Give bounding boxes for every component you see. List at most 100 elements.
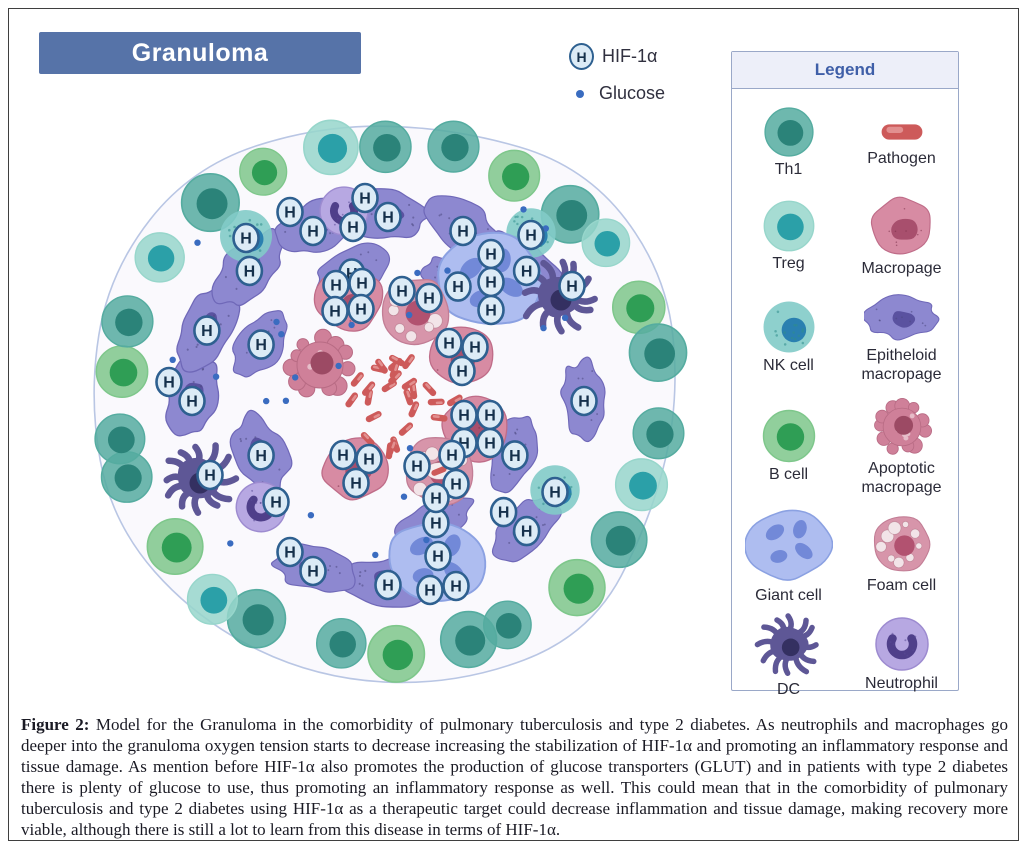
hif1a-badge: H [415, 282, 443, 314]
svg-text:H: H [329, 304, 341, 321]
legend-grid: Th1 Pathogen Treg Macropage NK cell Epitheloi… [732, 89, 958, 703]
hif1a-badge: H [196, 459, 224, 491]
glucose-dot [348, 321, 355, 329]
hif1a-badge: H [299, 555, 327, 587]
pathogen-rod [409, 382, 418, 400]
apoptotic-cell [282, 328, 356, 398]
pathogen-rod [447, 394, 463, 407]
legend-item-nk-cell: NK cell [732, 285, 845, 391]
svg-text:H: H [382, 578, 394, 595]
svg-text:H: H [423, 291, 435, 308]
hif1a-badge: H [339, 211, 367, 243]
legend-item-label: NK cell [763, 357, 814, 375]
legend-item-label: Macropage [861, 260, 942, 278]
neutrophil-icon [874, 617, 929, 672]
svg-text:H: H [525, 228, 537, 245]
pathogen-icon [881, 124, 922, 140]
svg-text:H: H [284, 205, 296, 222]
pathogen-rod [403, 388, 414, 406]
svg-text:H: H [430, 516, 442, 533]
legend-item-pathogen: Pathogen [845, 97, 958, 189]
granuloma-title-banner: Granuloma [39, 32, 361, 74]
pathogen-rod [430, 413, 448, 422]
banner-title: Granuloma [131, 38, 269, 67]
hif1a-badge: H [442, 570, 470, 602]
svg-text:H: H [330, 278, 342, 295]
hif1a-badge: H [403, 450, 431, 482]
hif1a-key-label: HIF-1α [602, 46, 658, 66]
hif1a-badge: H [416, 574, 444, 606]
giant-icon [744, 509, 833, 582]
glucose-dot [414, 269, 421, 277]
svg-text:H: H [484, 408, 496, 425]
svg-text:H: H [432, 549, 444, 566]
svg-text:H: H [355, 302, 367, 319]
legend-item-macropage: Macropage [845, 189, 958, 285]
glucose-dot [335, 362, 342, 370]
svg-text:H: H [396, 284, 408, 301]
svg-text:H: H [356, 276, 368, 293]
bcell-cell [239, 147, 288, 196]
th1-cell [100, 451, 153, 503]
glucose-dot [292, 374, 299, 381]
hif1a-badge: H [348, 267, 376, 299]
glucose-key-row: Glucose [569, 83, 665, 104]
svg-text:H: H [163, 375, 175, 392]
svg-text:H: H [485, 247, 497, 264]
hif1a-badge: H [374, 569, 402, 601]
hif1a-badge: H [322, 269, 350, 301]
legend-item-dc: DC [732, 607, 845, 703]
legend-item-epitheloid-macropage: Epitheloid macropage [845, 285, 958, 391]
legend-item-label: Foam cell [866, 577, 937, 595]
glucose-dot [212, 373, 220, 380]
pathogen-rod [345, 392, 359, 408]
svg-text:H: H [240, 231, 252, 248]
pathogen-rod [388, 370, 402, 385]
hif1a-badge: H [476, 427, 504, 459]
legend-item-label: B cell [768, 466, 809, 484]
glucose-dot [263, 397, 270, 405]
hif1a-badge: H [342, 467, 370, 499]
legend-item-label: Epitheloid macropage [861, 347, 942, 383]
hif1a-badge: H [262, 486, 290, 518]
pathogen-rod [365, 410, 382, 423]
epitheloid-icon [863, 294, 939, 341]
svg-text:H: H [359, 191, 371, 208]
bcell-cell [367, 624, 426, 683]
hif1a-badge: H [477, 294, 505, 326]
symbol-key: H HIF-1α Glucose [569, 43, 665, 104]
hif1a-badge: H [232, 222, 260, 254]
bcell-cell [548, 558, 606, 617]
hif1a-badge: H [355, 443, 383, 475]
legend-item-treg: Treg [732, 189, 845, 285]
hif1a-badge: H [449, 215, 477, 247]
hif1a-badge: H [489, 496, 518, 528]
pathogen-rod [389, 361, 400, 379]
hif1a-badge: H [299, 215, 327, 247]
macrophage-icon [870, 196, 931, 255]
legend-item-apoptotic-macropage: Apoptotic macropage [845, 391, 958, 503]
hif1a-badge: H [235, 255, 264, 287]
pathogen-rod [361, 381, 376, 396]
svg-text:H: H [549, 485, 561, 502]
svg-text:H: H [363, 452, 375, 469]
pathogen-rod [386, 439, 397, 456]
bcell-icon [762, 410, 815, 463]
legend-item-label: Apoptotic macropage [861, 460, 942, 496]
glucose-dot [169, 356, 176, 363]
th1-cell [359, 120, 412, 174]
hif1a-badge: H [570, 385, 598, 417]
svg-text:H: H [452, 279, 464, 296]
legend-header: Legend [732, 52, 958, 89]
hif1a-badge: H [517, 219, 545, 251]
hif1a-badge: H [321, 295, 349, 327]
hif1a-badge: H [351, 182, 379, 214]
legend-item-label: Treg [772, 255, 805, 273]
figure-caption: Figure 2: Model for the Granuloma in the… [21, 714, 1008, 840]
legend-item-label: Giant cell [755, 587, 822, 605]
legend-item-label: Th1 [774, 161, 803, 179]
th1-cell [180, 173, 240, 233]
